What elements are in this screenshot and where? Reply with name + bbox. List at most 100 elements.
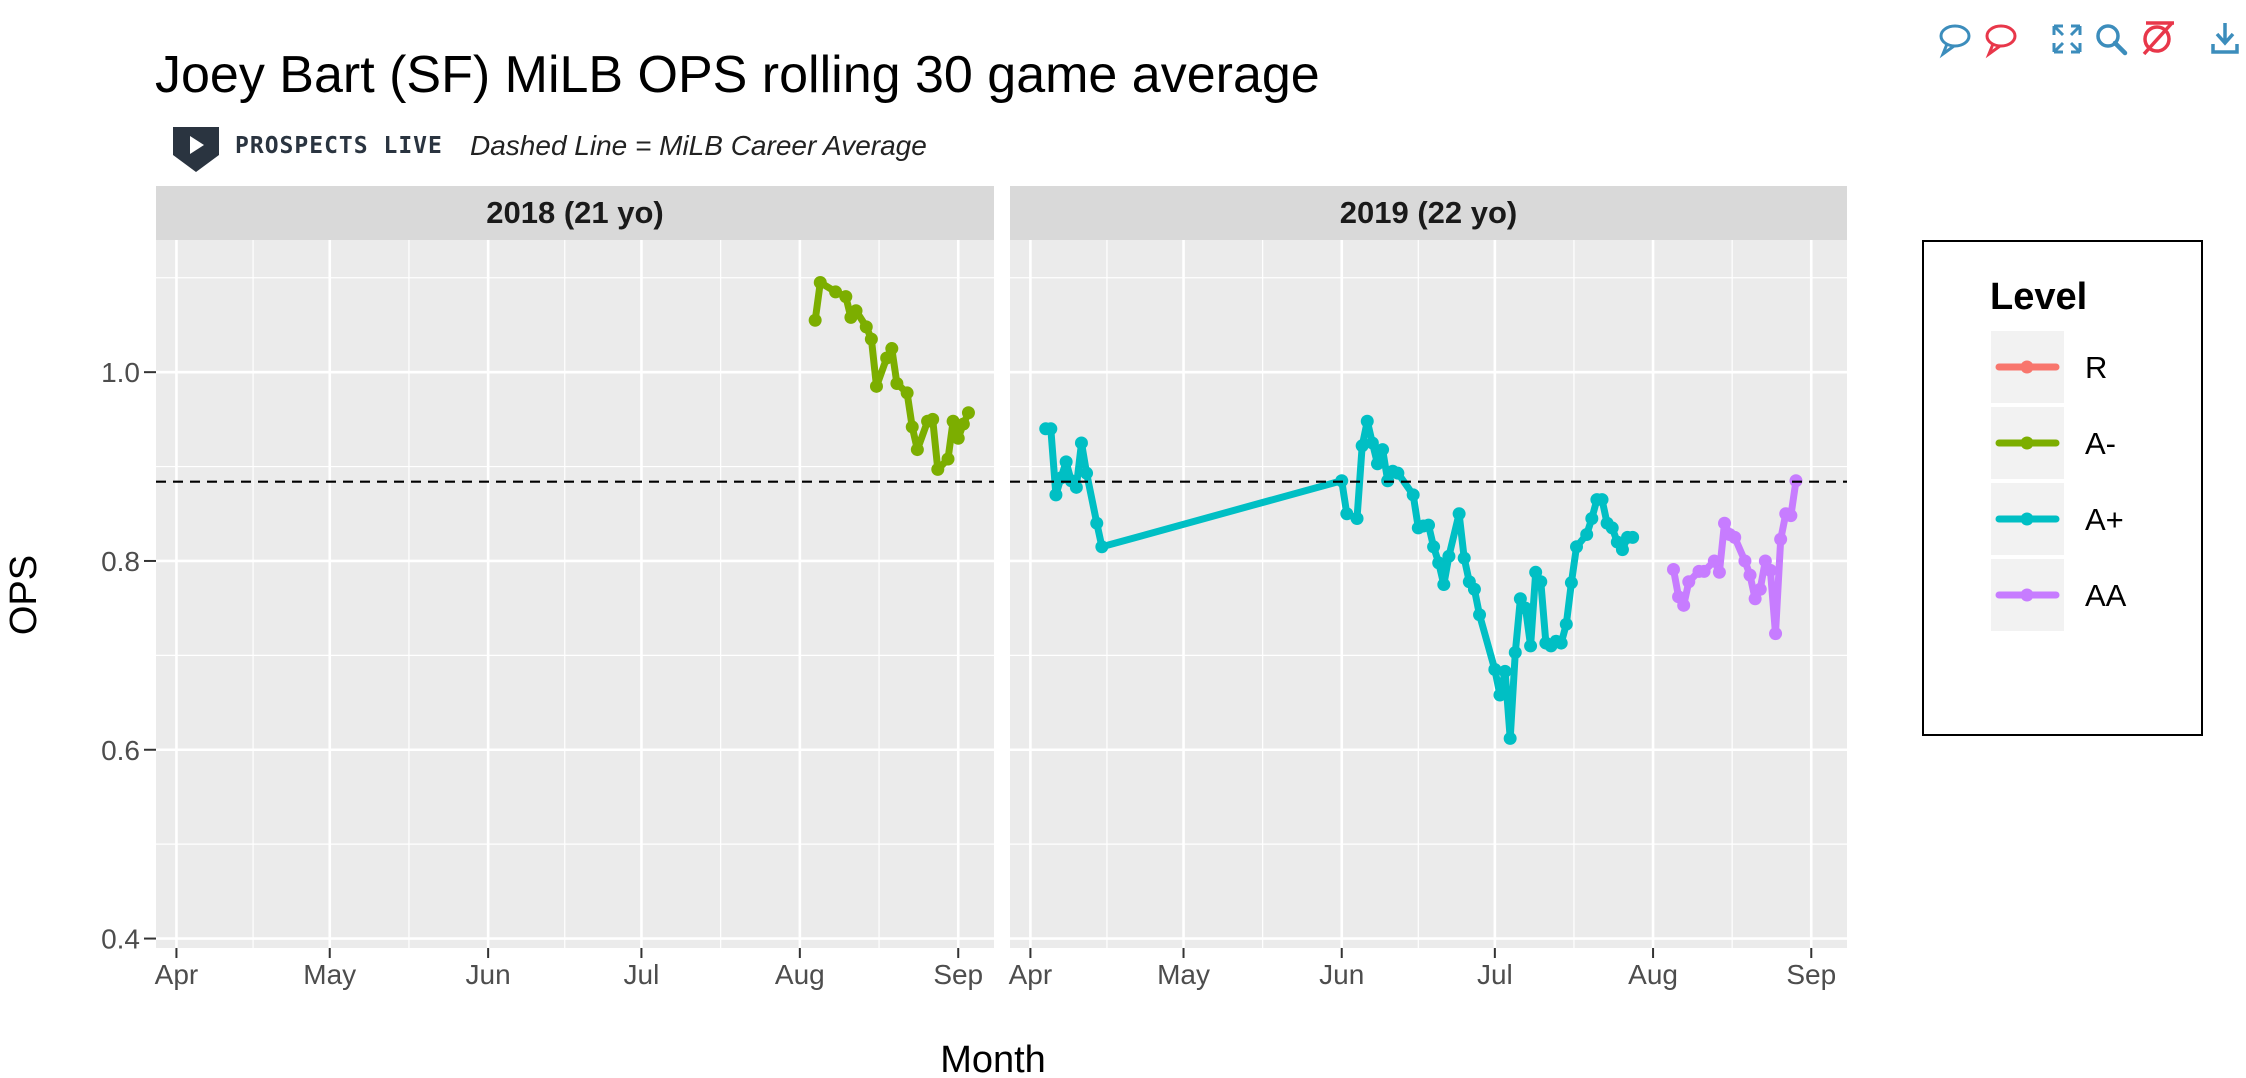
data-point bbox=[859, 320, 873, 334]
data-point bbox=[1559, 617, 1573, 631]
data-point bbox=[839, 290, 853, 304]
data-point bbox=[1350, 511, 1364, 525]
x-tick-label: Jun bbox=[466, 959, 511, 990]
data-point bbox=[900, 386, 914, 400]
data-point bbox=[1391, 466, 1405, 480]
data-point bbox=[1534, 575, 1548, 589]
data-point bbox=[1365, 436, 1379, 450]
data-point bbox=[1570, 540, 1584, 554]
data-point bbox=[1743, 568, 1757, 582]
panel-background bbox=[1010, 240, 1847, 948]
data-point bbox=[1626, 530, 1640, 544]
data-point bbox=[1564, 576, 1578, 590]
data-point bbox=[1524, 639, 1538, 653]
data-point bbox=[1467, 582, 1481, 596]
x-tick-label: Jul bbox=[624, 959, 660, 990]
data-point bbox=[869, 379, 883, 393]
data-point bbox=[1493, 688, 1507, 702]
y-tick-label: 0.4 bbox=[101, 924, 140, 955]
data-point bbox=[1355, 439, 1369, 453]
data-point bbox=[956, 417, 970, 431]
legend-key-point bbox=[2020, 360, 2034, 374]
autoscale-icon[interactable] bbox=[2052, 24, 2082, 54]
data-point bbox=[961, 406, 975, 420]
facet-strip bbox=[1010, 186, 1847, 240]
data-point bbox=[931, 462, 945, 476]
data-point bbox=[1457, 551, 1471, 565]
data-point bbox=[864, 332, 878, 346]
legend-key-point bbox=[2020, 588, 2034, 602]
reset-icon[interactable] bbox=[2140, 20, 2176, 56]
data-point bbox=[905, 420, 919, 434]
download-icon[interactable] bbox=[2210, 20, 2244, 56]
show-tooltip-icon[interactable] bbox=[1938, 22, 1972, 59]
data-point bbox=[910, 443, 924, 457]
compare-tooltip-icon[interactable] bbox=[1984, 22, 2018, 59]
x-tick-label: May bbox=[1157, 959, 1210, 990]
legend-item-r: R bbox=[1991, 331, 2107, 403]
legend-key-point bbox=[2020, 436, 2034, 450]
data-point bbox=[1432, 556, 1446, 570]
data-point bbox=[1360, 414, 1374, 428]
data-point bbox=[1095, 540, 1109, 554]
series-a-minusplus bbox=[1039, 414, 1640, 745]
data-point bbox=[1585, 511, 1599, 525]
data-point bbox=[951, 431, 965, 445]
data-point bbox=[1427, 540, 1441, 554]
data-point bbox=[1074, 436, 1088, 450]
data-point bbox=[1090, 516, 1104, 530]
data-point bbox=[1718, 516, 1732, 530]
data-point bbox=[813, 275, 827, 289]
data-point bbox=[1712, 565, 1726, 579]
data-point bbox=[1498, 664, 1512, 678]
data-point bbox=[1049, 488, 1063, 502]
data-point bbox=[1738, 554, 1752, 568]
legend-title: Level bbox=[1990, 276, 2087, 318]
data-point bbox=[1554, 636, 1568, 650]
zoom-icon[interactable] bbox=[2094, 22, 2128, 56]
data-point bbox=[1080, 466, 1094, 480]
data-point bbox=[1442, 549, 1456, 563]
data-point bbox=[1406, 488, 1420, 502]
data-point bbox=[926, 412, 940, 426]
data-point bbox=[1763, 563, 1777, 577]
x-tick-label: Apr bbox=[1009, 959, 1053, 990]
series-line bbox=[1670, 477, 1800, 638]
legend-key-point bbox=[2020, 512, 2034, 526]
data-point bbox=[941, 452, 955, 466]
facet-strip-label: 2018 (21 yo) bbox=[486, 195, 664, 230]
legend-label: AA bbox=[2085, 578, 2127, 613]
logo-play-icon bbox=[190, 136, 204, 154]
data-point bbox=[1473, 608, 1487, 622]
y-tick-label: 0.8 bbox=[101, 546, 140, 577]
chart-subtitle: Dashed Line = MiLB Career Average bbox=[470, 130, 927, 161]
data-point bbox=[1376, 443, 1390, 457]
prospects-live-logo: PROSPECTS LIVE bbox=[173, 127, 443, 172]
x-tick-label: Sep bbox=[933, 959, 983, 990]
facet-strip bbox=[156, 186, 994, 240]
data-point bbox=[1595, 493, 1609, 507]
data-point bbox=[808, 313, 822, 327]
y-axis-title: OPS bbox=[3, 555, 45, 635]
data-point bbox=[1677, 598, 1691, 612]
series-aa bbox=[1666, 474, 1803, 641]
data-point bbox=[1503, 731, 1517, 745]
x-axis-title: Month bbox=[940, 1039, 1046, 1078]
x-tick-label: Aug bbox=[775, 959, 825, 990]
data-point bbox=[1580, 528, 1594, 542]
data-point bbox=[885, 342, 899, 356]
data-point bbox=[1769, 627, 1783, 641]
y-tick-label: 0.6 bbox=[101, 735, 140, 766]
legend-label: A+ bbox=[2085, 502, 2124, 537]
facet-strip-label: 2019 (22 yo) bbox=[1340, 195, 1518, 230]
x-tick-label: Aug bbox=[1628, 959, 1678, 990]
data-point bbox=[1753, 582, 1767, 596]
data-point bbox=[1437, 578, 1451, 592]
logo-text: PROSPECTS LIVE bbox=[235, 133, 443, 159]
y-tick-label: 1.0 bbox=[101, 357, 140, 388]
x-tick-label: Jul bbox=[1477, 959, 1513, 990]
data-point bbox=[1728, 530, 1742, 544]
data-point bbox=[1488, 663, 1502, 677]
data-point bbox=[1069, 480, 1083, 494]
data-point bbox=[1340, 507, 1354, 521]
